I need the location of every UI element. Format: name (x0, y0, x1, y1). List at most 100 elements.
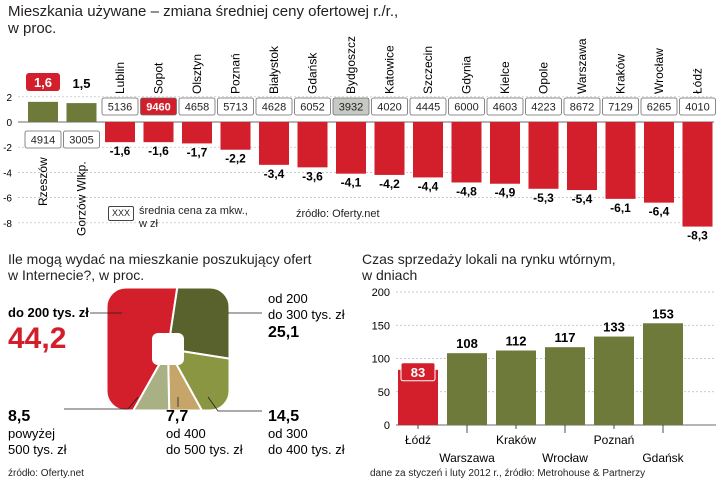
y-tick-label: 100 (372, 354, 390, 366)
legend-text: średnia cena za mkw., w zł (139, 205, 248, 231)
y-tick-label: 50 (378, 387, 390, 399)
city-label: Gdynia (460, 56, 474, 94)
bar-Kraków (496, 350, 536, 425)
price-label: 6052 (300, 102, 324, 114)
bar-Sopot (143, 122, 174, 143)
bar-Lublin (105, 122, 135, 143)
value-label: 153 (652, 306, 674, 321)
pie-leader (64, 396, 139, 410)
pie-label-line: od 300 (268, 426, 308, 441)
city-label: Lublin (113, 62, 127, 94)
sales-title-line1: Czas sprzedaży lokali na rynku wtórnym, (362, 251, 616, 267)
city-label: Rzeszów (36, 157, 50, 206)
bar-Łódź (682, 122, 713, 227)
price-box (294, 97, 331, 116)
pie-label-line: do 400 tys. zł (268, 442, 345, 457)
pie-value: 25,1 (268, 324, 299, 341)
bar-Olsztyn (182, 122, 212, 144)
value-label: -3,4 (264, 167, 285, 181)
city-label: Łódź (691, 68, 705, 94)
bar-Gorzów Wlkp. (66, 103, 97, 122)
pie-label-line: do 500 tys. zł (166, 442, 243, 457)
price-box (63, 130, 100, 149)
bar-Bydgoszcz (336, 122, 366, 174)
pie-slice (106, 287, 186, 411)
pie-value: 14,5 (268, 408, 299, 425)
value-label: -6,4 (649, 205, 670, 219)
bar-Wrocław (545, 347, 585, 425)
pie-label-line: od 200 (268, 291, 308, 306)
pie-value: 8,5 (8, 408, 30, 425)
price-box (679, 97, 716, 116)
value-label: 117 (555, 330, 576, 345)
bar-Opole (528, 122, 559, 189)
legend-sample-box: XXX (108, 206, 135, 221)
pie-value: 44,2 (8, 322, 66, 355)
price-change-chart: 2 0 -2 -4 -6 -8 1,6 4914 Rzeszów 1,5 3005 Gorzów Wl… (3, 36, 716, 243)
bar-Wrocław (644, 122, 674, 203)
price-label: 4445 (416, 102, 440, 114)
value-label: -3,6 (302, 169, 323, 183)
value-label: -8,3 (687, 229, 708, 243)
y-tick-label: -6 (3, 194, 12, 205)
value-label: -4,2 (379, 177, 400, 191)
price-label: 9460 (146, 102, 170, 114)
price-box (217, 97, 254, 116)
bar-Gdynia (451, 122, 482, 183)
pie-leader (207, 396, 262, 412)
bar-Rzeszów (28, 101, 58, 122)
city-label: Sopot (152, 62, 166, 94)
x-tick-label: Poznań (594, 433, 635, 447)
price-box (371, 97, 408, 116)
x-tick-label: Gdańsk (642, 451, 684, 465)
value-label: -6,1 (610, 201, 631, 215)
bar-Kielce (490, 122, 520, 184)
y-tick-label: 0 (6, 118, 12, 129)
y-tick-label: 2 (6, 93, 12, 104)
value-label: -4,1 (341, 176, 362, 190)
price-label: 4658 (185, 102, 209, 114)
pie-slices (106, 287, 230, 411)
bar-Katowice (374, 122, 405, 175)
pie-slice (167, 348, 223, 411)
top-legend: XXX średnia cena za mkw., w zł (108, 205, 248, 231)
price-label: 3932 (339, 102, 363, 114)
pie-hole (152, 333, 184, 365)
city-label: Poznań (229, 53, 243, 94)
value-label: -5,3 (533, 191, 554, 205)
value-label: 108 (456, 336, 478, 351)
pie-slice (166, 347, 230, 411)
city-label: Olsztyn (190, 54, 204, 94)
value-badge (26, 73, 60, 91)
value-label: -1,6 (148, 144, 169, 158)
pie-source: źródło: Oferty.net (8, 468, 84, 479)
city-label: Katowice (383, 45, 397, 94)
value-label: -1,6 (110, 144, 131, 158)
price-box (255, 97, 293, 116)
price-box (640, 97, 678, 116)
price-label: 5713 (223, 102, 247, 114)
top-chart-title: Mieszkania używane – zmiana średniej cen… (8, 3, 398, 37)
bar-Kraków (605, 122, 636, 199)
pie-value: 7,7 (166, 408, 188, 425)
price-label: 8672 (570, 102, 594, 114)
city-label: Bydgoszcz (344, 36, 358, 94)
bar-Warszawa (567, 122, 597, 191)
value-label: -4,8 (456, 184, 477, 198)
value-label: 1,6 (34, 75, 52, 90)
pie-title: Ile mogą wydać na mieszkanie poszukujący… (8, 251, 311, 283)
sales-source: dane za styczeń i luty 2012 r., źródło: … (370, 468, 646, 479)
pie-slice (112, 345, 172, 411)
legend-text-line1: średnia cena za mkw., (139, 205, 248, 217)
price-label: 3005 (69, 135, 93, 147)
value-label: -4,9 (495, 186, 516, 200)
value-label: 1,5 (72, 76, 90, 91)
price-label: 6265 (647, 102, 671, 114)
price-label: 4010 (685, 102, 709, 114)
y-tick-label: -4 (3, 168, 12, 179)
price-box (101, 97, 139, 116)
value-label: -1,7 (187, 145, 208, 159)
x-tick-label: Kraków (496, 433, 536, 447)
value-label: -5,4 (572, 192, 593, 206)
top-title-line1: Mieszkania używane – zmiana średniej cen… (8, 3, 399, 20)
